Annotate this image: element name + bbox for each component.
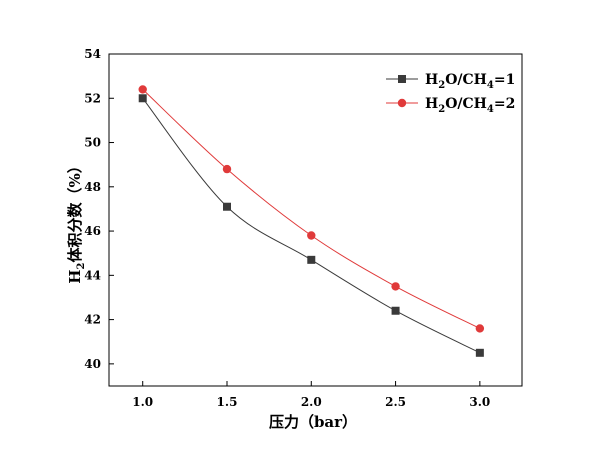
legend-marker-2 <box>397 98 407 108</box>
y-tick-label: 50 <box>84 136 101 150</box>
legend: H2O/CH4=1 H2O/CH4=2 <box>386 72 515 115</box>
y-tick-label: 42 <box>84 313 101 327</box>
data-point-series-1 <box>307 255 316 264</box>
data-point-series-2 <box>307 231 316 240</box>
y-axis-title-subscript: 2 <box>76 263 87 270</box>
series-line-1 <box>142 97 481 354</box>
y-tick-label: 54 <box>84 47 101 61</box>
y-axis-title: H2体积分数（%） <box>66 158 87 283</box>
data-point-series-2 <box>138 85 147 94</box>
data-point-series-2 <box>475 324 485 333</box>
legend-label-1: H2O/CH4=1 <box>425 72 515 91</box>
x-tick-label: 2.5 <box>385 395 406 409</box>
x-axis: 1.0 1.5 2.0 2.5 3.0 <box>132 381 490 409</box>
data-point-series-1 <box>138 94 147 103</box>
data-point-series-2 <box>222 164 232 174</box>
y-axis: 40 42 44 46 48 50 52 54 <box>84 47 114 371</box>
data-point-series-1 <box>223 202 231 211</box>
x-tick-label: 2.0 <box>301 395 322 409</box>
data-point-series-2 <box>391 282 400 291</box>
y-tick-label: 44 <box>84 268 101 282</box>
x-tick-label: 1.0 <box>132 395 153 409</box>
data-point-series-1 <box>391 306 400 315</box>
y-tick-label: 52 <box>84 91 101 105</box>
data-point-series-1 <box>475 348 484 357</box>
series-line-2 <box>142 89 481 329</box>
y-axis-title-rest: 体积分数（%） <box>66 158 84 262</box>
x-tick-label: 1.5 <box>217 395 238 409</box>
x-tick-label: 3.0 <box>469 395 490 409</box>
y-tick-label: 48 <box>84 180 101 194</box>
y-tick-label: 46 <box>84 224 101 238</box>
legend-label-2: H2O/CH4=2 <box>425 96 515 115</box>
legend-marker-1 <box>398 75 406 83</box>
plot-frame <box>108 53 523 387</box>
y-axis-title-main: H <box>66 270 84 284</box>
series-layer <box>138 85 485 357</box>
x-axis-title: 压力（bar） <box>269 413 357 431</box>
y-tick-label: 40 <box>84 357 101 371</box>
